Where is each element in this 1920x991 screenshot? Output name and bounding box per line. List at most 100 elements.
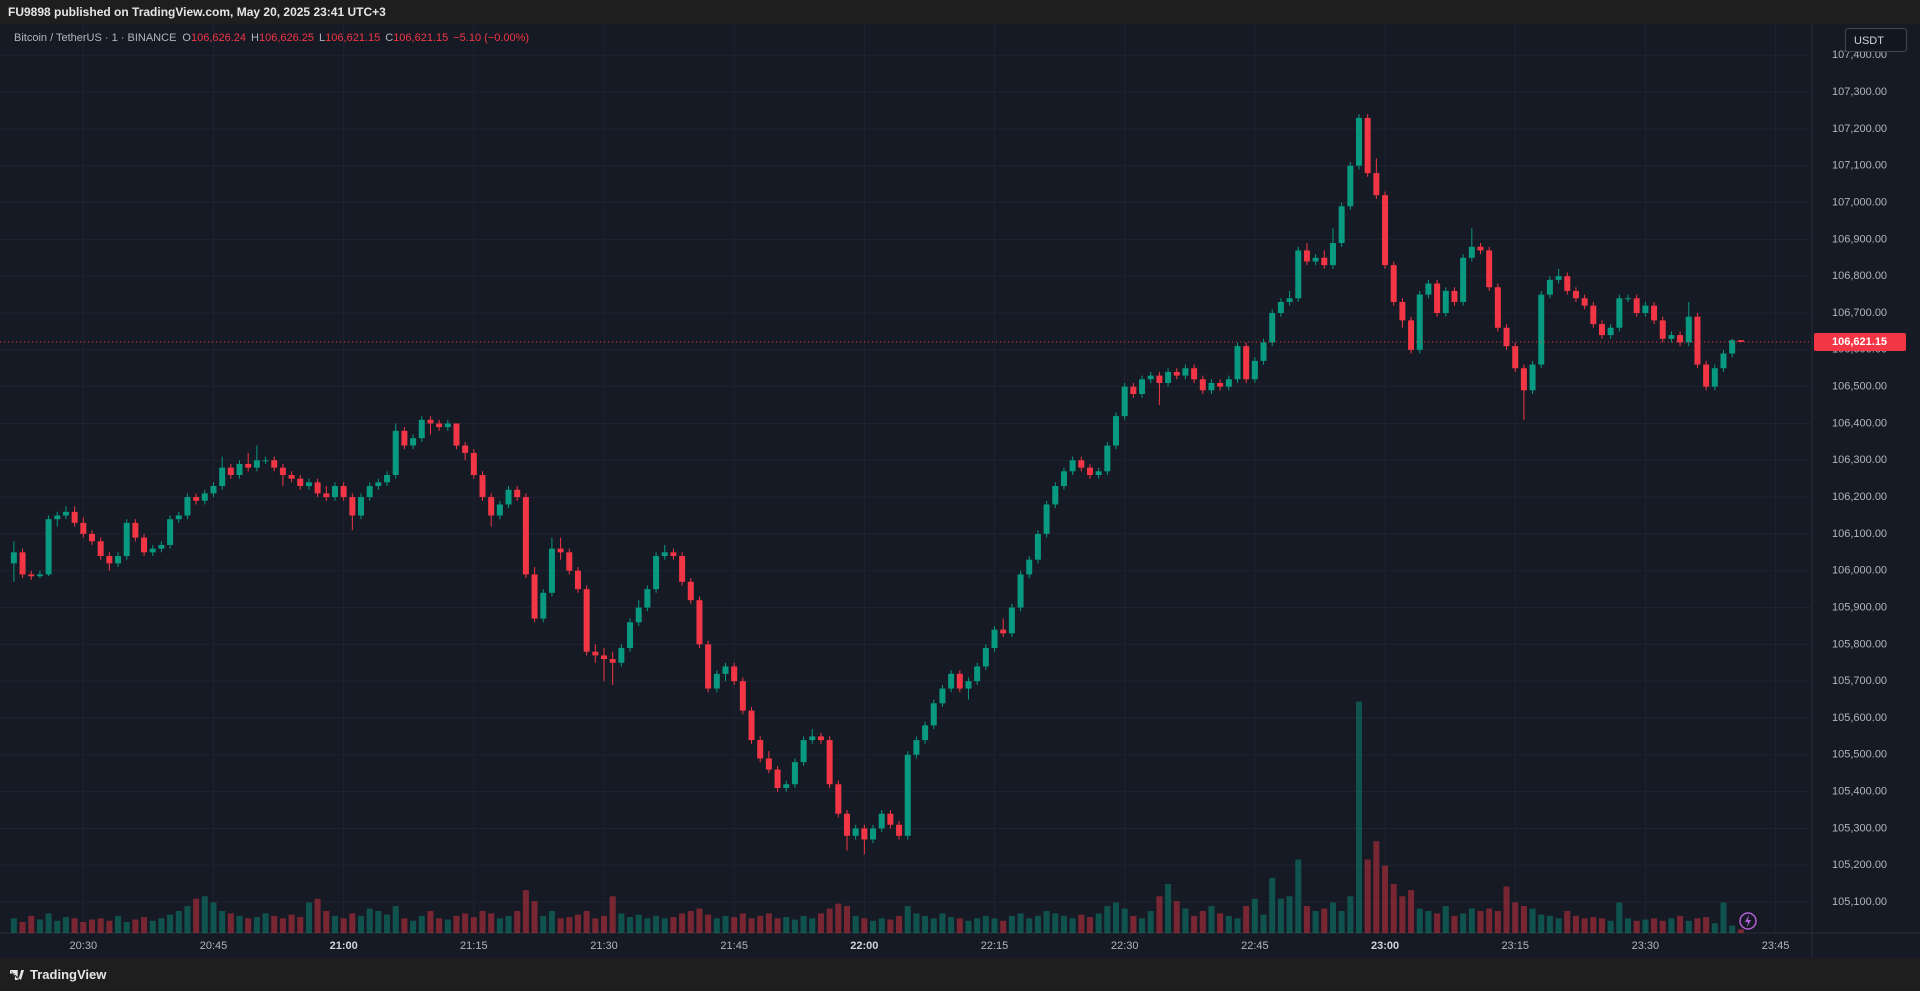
alert-bolt <box>1745 915 1751 927</box>
volume-bar <box>826 908 833 933</box>
ohlc-value: 106,621.15 <box>393 32 449 44</box>
volume-bar <box>618 913 625 933</box>
volume-bar <box>566 917 573 933</box>
volume-bar <box>1000 920 1007 933</box>
candle-body <box>1182 368 1189 376</box>
volume-bar <box>297 917 304 933</box>
volume-bar <box>132 919 139 933</box>
candle-body <box>1460 257 1467 302</box>
ohlc-label: H <box>251 32 259 44</box>
candle-body <box>375 482 382 487</box>
volume-bar <box>930 918 937 933</box>
ohlc: O106,626.24 H106,626.25 L106,621.15 C106,62… <box>182 32 453 44</box>
volume-bar <box>323 910 330 933</box>
candle-body <box>922 725 929 741</box>
candle-body <box>236 463 243 476</box>
volume-bar <box>496 918 503 933</box>
volume-bar <box>71 918 78 933</box>
candle-body <box>45 519 52 575</box>
chart-background <box>0 24 1920 958</box>
x-tick-label: 21:15 <box>460 940 488 952</box>
candle-body <box>548 548 555 593</box>
volume-bar <box>1711 923 1718 933</box>
volume-bar <box>158 918 165 933</box>
candle-body <box>384 475 391 483</box>
volume-bar <box>1651 918 1658 933</box>
volume-bar <box>948 917 955 933</box>
candle-body <box>123 522 130 556</box>
candle-body <box>1000 629 1007 634</box>
y-tick-label: 105,500.00 <box>1832 749 1887 761</box>
candle-body <box>271 460 278 468</box>
candle-body <box>1139 379 1146 395</box>
volume-bar <box>644 918 651 933</box>
volume-bar <box>115 915 122 933</box>
volume-bar <box>1130 915 1137 933</box>
y-tick-label: 105,200.00 <box>1832 859 1887 871</box>
volume-bar <box>1737 929 1744 933</box>
candle-body <box>1442 290 1449 314</box>
volume-bar <box>601 915 607 933</box>
volume-bar <box>19 921 26 933</box>
logo <box>10 970 24 980</box>
volume-bar <box>1486 908 1493 933</box>
volume-bar <box>548 910 555 933</box>
candle-body <box>184 497 191 516</box>
candle-body <box>1026 559 1033 575</box>
y-tick-label: 106,800.00 <box>1832 270 1887 282</box>
volume-bar <box>991 918 998 933</box>
candle-body <box>1399 301 1406 321</box>
candle-body <box>1147 375 1154 380</box>
volume-bar <box>1477 910 1484 933</box>
last-price-box <box>1814 333 1906 352</box>
alert-icon[interactable] <box>1739 912 1757 930</box>
volume-bar <box>462 913 469 933</box>
candle-body <box>592 651 599 656</box>
volume-bar <box>1034 915 1041 933</box>
candle-body <box>1416 294 1423 350</box>
x-tick-label: 22:15 <box>981 940 1009 952</box>
candle-body <box>930 703 937 726</box>
candle-body <box>358 497 365 516</box>
volume-bar <box>444 919 451 933</box>
candle-body <box>314 482 321 494</box>
currency-button[interactable]: USDT <box>1845 28 1907 52</box>
x-tick-label: 20:45 <box>200 940 228 952</box>
volume-bar <box>1225 915 1232 933</box>
candle-body <box>1555 276 1562 280</box>
volume-bar <box>401 918 408 933</box>
candle-body <box>1703 364 1710 387</box>
volume-bar <box>1356 701 1362 933</box>
volume-bar <box>1113 902 1120 933</box>
volume-bar <box>1104 906 1111 933</box>
candle-body <box>609 659 616 663</box>
candle-body <box>1217 382 1224 387</box>
candle-body <box>1425 283 1432 295</box>
volume-bar <box>1234 918 1241 933</box>
volume-bar <box>488 913 495 933</box>
volume-bar <box>1633 920 1640 933</box>
volume-bar <box>1408 890 1415 933</box>
candle-body <box>418 419 425 439</box>
candle-body <box>219 467 226 487</box>
candle-body <box>1711 368 1718 387</box>
legend-change: −5.10 (−0.00%) <box>453 32 530 44</box>
volume-bar <box>1729 925 1736 933</box>
candle-body <box>54 515 61 520</box>
y-tick-label: 105,700.00 <box>1832 675 1887 687</box>
candle-body <box>574 570 581 590</box>
volume-bar <box>210 902 217 933</box>
candle-body <box>366 486 373 498</box>
candle-body <box>1538 294 1545 365</box>
volume-bar <box>436 918 443 933</box>
volume-bar <box>1512 902 1519 933</box>
volume-bar <box>956 918 963 933</box>
candle-body <box>305 482 312 487</box>
candle-body <box>444 423 451 428</box>
y-tick-label: 105,400.00 <box>1832 786 1887 798</box>
volume-bar <box>1382 865 1389 933</box>
volume-bar <box>262 913 269 933</box>
volume-bar <box>878 918 885 933</box>
volume-bar <box>1677 915 1684 933</box>
candle-body <box>210 486 217 494</box>
